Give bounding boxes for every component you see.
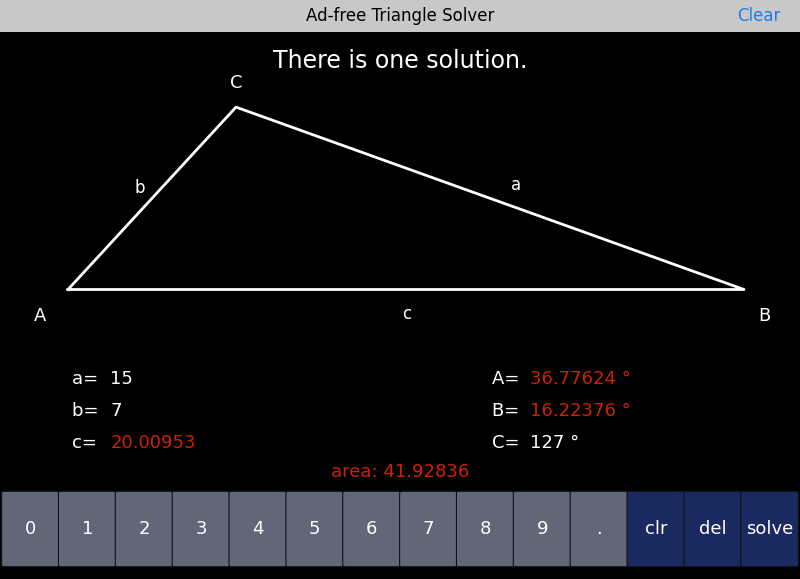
Text: 2: 2 [138,520,150,538]
FancyBboxPatch shape [115,491,173,567]
Text: 4: 4 [252,520,264,538]
Text: C=: C= [492,434,526,452]
FancyBboxPatch shape [514,491,571,567]
Text: B=: B= [492,402,525,420]
FancyBboxPatch shape [58,491,116,567]
FancyBboxPatch shape [172,491,230,567]
Text: A=: A= [492,370,525,389]
Text: 20.00953: 20.00953 [110,434,196,452]
Text: 15: 15 [110,370,134,389]
Text: 127 °: 127 ° [530,434,580,452]
Text: B: B [758,306,770,325]
Text: area: 41.92836: area: 41.92836 [331,463,469,481]
Text: C: C [230,74,242,92]
Text: Clear: Clear [737,7,780,25]
FancyBboxPatch shape [342,491,401,567]
Text: .: . [596,520,602,538]
Text: Ad-free Triangle Solver: Ad-free Triangle Solver [306,7,494,25]
Text: 6: 6 [366,520,378,538]
FancyBboxPatch shape [627,491,685,567]
Text: 8: 8 [479,520,491,538]
FancyBboxPatch shape [2,491,59,567]
Text: b=: b= [72,402,104,420]
Text: 1: 1 [82,520,93,538]
Text: a=: a= [72,370,104,389]
Text: solve: solve [746,520,793,538]
Text: 0: 0 [25,520,36,538]
Text: a: a [511,176,521,195]
FancyBboxPatch shape [286,491,343,567]
FancyBboxPatch shape [684,491,742,567]
FancyBboxPatch shape [741,491,798,567]
Text: c: c [402,305,411,323]
Text: 5: 5 [309,520,321,538]
Text: There is one solution.: There is one solution. [273,49,527,73]
Text: 36.77624 °: 36.77624 ° [530,370,631,389]
FancyBboxPatch shape [400,491,458,567]
Text: 7: 7 [422,520,434,538]
Text: 3: 3 [195,520,206,538]
FancyBboxPatch shape [229,491,286,567]
Text: 9: 9 [536,520,548,538]
Text: 7: 7 [110,402,122,420]
Text: c=: c= [72,434,102,452]
Text: del: del [699,520,726,538]
Text: clr: clr [645,520,667,538]
FancyBboxPatch shape [457,491,514,567]
FancyBboxPatch shape [0,0,800,32]
FancyBboxPatch shape [570,491,628,567]
Text: 16.22376 °: 16.22376 ° [530,402,631,420]
Text: A: A [34,306,46,325]
Text: b: b [134,179,146,197]
